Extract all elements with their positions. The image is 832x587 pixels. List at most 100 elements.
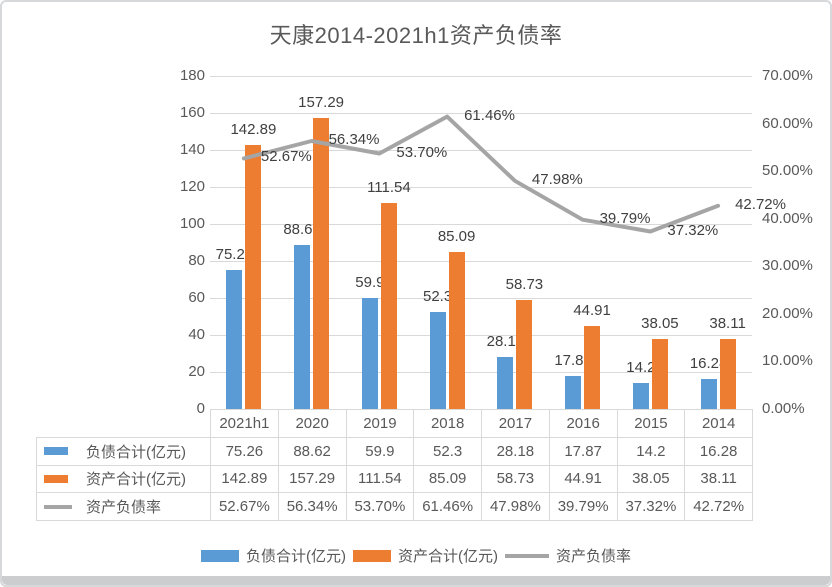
liabilities-data-label: 28.18 bbox=[486, 332, 525, 350]
category-header-cell: 2016 bbox=[548, 409, 618, 438]
bar-swatch-icon bbox=[352, 549, 391, 562]
liabilities-data-label: 14.2 bbox=[626, 358, 656, 376]
liabilities-bar-2019 bbox=[361, 298, 378, 409]
liabilities-bar-2021h1 bbox=[226, 269, 243, 409]
assets-data-label: 38.11 bbox=[709, 314, 746, 332]
assets-data-label: 85.09 bbox=[437, 227, 476, 245]
gridline bbox=[210, 298, 752, 299]
bar-swatch-icon bbox=[200, 549, 239, 562]
assets-bar-2015 bbox=[651, 338, 668, 409]
chart-legend: 负债合计(亿元) 资产合计(亿元) 资产负债率 bbox=[2, 545, 830, 566]
value-cell: 59.9 bbox=[345, 437, 415, 466]
left-axis-tick: 160 bbox=[179, 104, 205, 121]
series-name-label: 负债合计(亿元) bbox=[86, 443, 186, 461]
legend-label: 资产负债率 bbox=[555, 548, 631, 565]
line-swatch-icon bbox=[504, 553, 549, 558]
value-cell: 88.62 bbox=[277, 437, 347, 466]
bar-swatch-icon bbox=[44, 447, 68, 456]
right-axis-tick: 60.00% bbox=[762, 114, 813, 132]
assets-bar-2020 bbox=[313, 118, 330, 409]
category-header-cell: 2017 bbox=[481, 409, 550, 438]
frame-bottom-edge bbox=[2, 576, 830, 585]
value-cell: 56.34% bbox=[277, 492, 347, 521]
category-header-cell: 2021h1 bbox=[210, 409, 279, 438]
assets-data-label: 111.54 bbox=[367, 178, 411, 196]
chart-title: 天康2014-2021h1资产负债率 bbox=[269, 23, 563, 48]
left-axis-tick: 140 bbox=[179, 141, 205, 158]
left-axis-tick: 100 bbox=[179, 215, 205, 232]
category-header-cell: 2015 bbox=[616, 409, 686, 438]
liabilities-data-label: 88.62 bbox=[283, 221, 321, 239]
legend-item: 负债合计(亿元) bbox=[200, 545, 346, 566]
legend-label: 负债合计(亿元) bbox=[245, 548, 346, 565]
value-cell: 52.67% bbox=[210, 492, 279, 521]
value-cell: 38.11 bbox=[684, 464, 753, 493]
assets-bar-2017 bbox=[516, 300, 533, 409]
data-table: 2021h1 2020 2019 2018 2017 2016 2015 2014 负债合计(亿… bbox=[36, 409, 753, 521]
category-header-cell: 2019 bbox=[345, 409, 415, 438]
left-axis-tick: 40 bbox=[188, 326, 205, 343]
series-name-cell: 负债合计(亿元) bbox=[36, 437, 211, 466]
left-axis-tick: 180 bbox=[179, 67, 205, 84]
right-axis-tick: 0.00% bbox=[762, 400, 805, 417]
value-cell: 52.3 bbox=[413, 437, 482, 466]
liabilities-bar-2016 bbox=[565, 375, 582, 409]
legend-label: 资产合计(亿元) bbox=[397, 548, 498, 565]
left-axis-tick: 120 bbox=[179, 178, 205, 195]
right-axis-tick: 50.00% bbox=[762, 162, 813, 180]
ratio-data-label: 42.72% bbox=[735, 195, 786, 213]
gridline bbox=[210, 335, 752, 336]
value-cell: 16.28 bbox=[684, 437, 753, 466]
right-axis-tick: 20.00% bbox=[762, 304, 813, 322]
series-name-cell: 资产负债率 bbox=[36, 492, 211, 521]
liabilities-bar-2020 bbox=[294, 245, 311, 409]
category-header-cell: 2020 bbox=[277, 409, 347, 438]
bar-swatch-icon bbox=[44, 474, 68, 483]
value-cell: 53.70% bbox=[345, 492, 415, 521]
value-cell: 75.26 bbox=[210, 437, 279, 466]
assets-bar-2019 bbox=[380, 202, 397, 409]
value-cell: 44.91 bbox=[548, 464, 618, 493]
liabilities-bar-2018 bbox=[429, 312, 446, 409]
assets-data-label: 38.05 bbox=[641, 314, 679, 332]
assets-data-label: 44.91 bbox=[573, 301, 611, 319]
legend-item: 资产负债率 bbox=[504, 545, 631, 566]
value-cell: 28.18 bbox=[481, 437, 550, 466]
assets-data-label: 58.73 bbox=[505, 276, 544, 294]
left-axis-tick: 0 bbox=[196, 400, 205, 417]
right-axis-tick: 30.00% bbox=[762, 257, 813, 275]
line-swatch-icon bbox=[44, 504, 72, 509]
value-cell: 17.87 bbox=[548, 437, 618, 466]
assets-data-label: 157.29 bbox=[298, 94, 345, 111]
table-corner-cell bbox=[37, 410, 211, 438]
ratio-data-label: 37.32% bbox=[667, 221, 719, 239]
ratio-data-label: 52.67% bbox=[260, 148, 312, 166]
value-cell: 111.54 bbox=[345, 464, 415, 493]
table-row: 资产负债率 52.67% 56.34% 53.70% 61.46% 47.98% 39.79… bbox=[36, 492, 753, 521]
ratio-data-label: 61.46% bbox=[464, 106, 515, 124]
value-cell: 61.46% bbox=[413, 492, 482, 521]
category-header-cell: 2014 bbox=[684, 409, 753, 438]
right-axis-tick: 70.00% bbox=[762, 67, 813, 84]
right-axis-tick: 10.00% bbox=[762, 352, 813, 370]
table-row: 资产合计(亿元) 142.89 157.29 111.54 85.09 58.73 44.9… bbox=[36, 464, 753, 493]
left-axis-tick: 20 bbox=[188, 363, 205, 380]
gridline bbox=[210, 261, 752, 262]
value-cell: 142.89 bbox=[210, 464, 279, 493]
series-name-label: 资产负债率 bbox=[86, 499, 162, 516]
liabilities-data-label: 52.3 bbox=[422, 288, 453, 306]
ratio-data-label: 53.70% bbox=[396, 143, 448, 161]
assets-data-label: 142.89 bbox=[230, 120, 277, 138]
liabilities-bar-2014 bbox=[700, 378, 717, 409]
assets-bar-2018 bbox=[448, 251, 465, 409]
ratio-data-label: 47.98% bbox=[531, 170, 583, 188]
value-cell: 37.32% bbox=[616, 492, 686, 521]
assets-bar-2014 bbox=[719, 338, 736, 409]
assets-bar-2021h1 bbox=[245, 144, 262, 409]
value-cell: 157.29 bbox=[277, 464, 347, 493]
value-cell: 58.73 bbox=[481, 464, 550, 493]
gridline bbox=[210, 113, 752, 114]
value-cell: 14.2 bbox=[616, 437, 686, 466]
value-cell: 42.72% bbox=[684, 492, 753, 521]
